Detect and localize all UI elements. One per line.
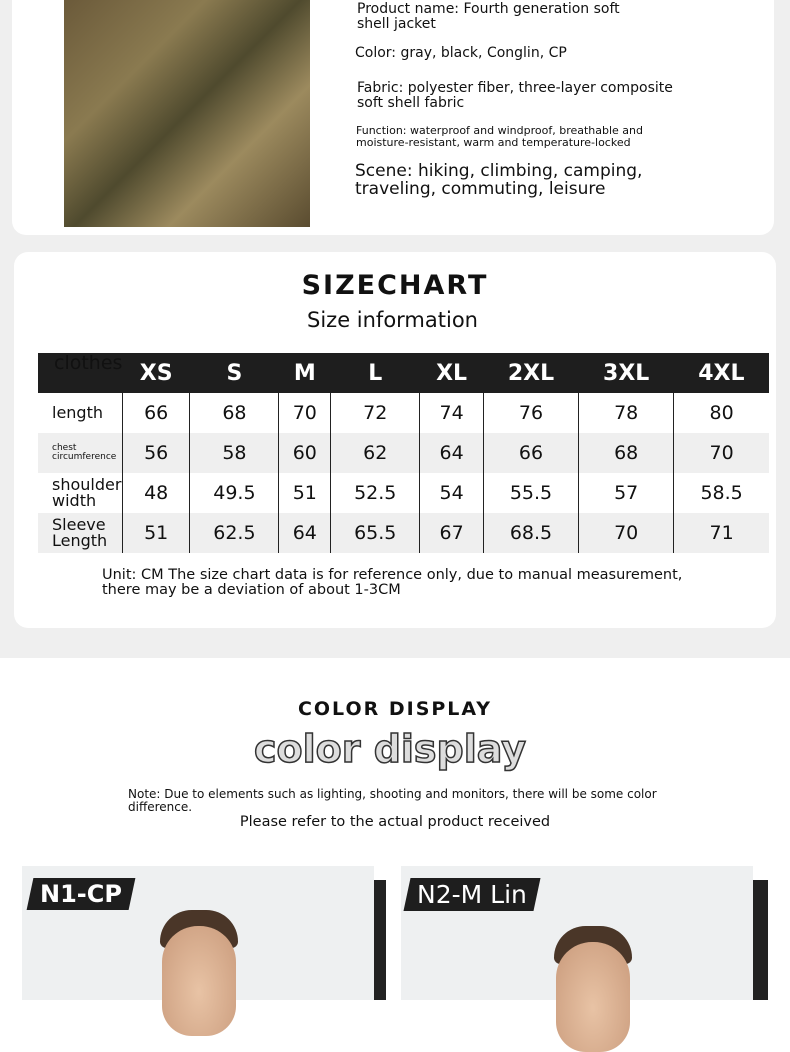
sizechart-subtitle: Size information	[307, 308, 478, 332]
table-cell: 62.5	[189, 513, 279, 553]
table-cell: 65.5	[330, 513, 420, 553]
table-cell: 78	[578, 393, 674, 433]
table-cell: 48	[121, 473, 190, 513]
table-cell: 54	[419, 473, 484, 513]
color-label-tag: N1-CP	[26, 878, 136, 910]
table-cell: 57	[578, 473, 674, 513]
table-cell: 70	[578, 513, 674, 553]
table-row: Sleeve Length 51 62.5 64 65.5 67 68.5 70 71	[38, 513, 769, 553]
model-photo	[556, 942, 630, 1052]
table-cell: 51	[278, 473, 331, 513]
header-cell: M	[278, 353, 331, 393]
table-cell: 68.5	[482, 513, 579, 553]
table-cell: 51	[121, 513, 190, 553]
table-cell: 80	[673, 393, 769, 433]
size-table: clothes XS S M L XL 2XL 3XL 4XL length 66…	[38, 353, 769, 553]
color-display-title: COLOR DISPLAY	[297, 698, 493, 720]
header-cell: 4XL	[673, 353, 769, 393]
color-display-subtitle: color display	[253, 727, 527, 771]
table-cell: 58	[189, 433, 279, 473]
table-row: shoulder width 48 49.5 51 52.5 54 55.5 57 58.5	[38, 473, 769, 513]
product-fabric: Fabric: polyester fiber, three-layer com…	[357, 80, 673, 111]
divider	[753, 880, 768, 1000]
product-name: Product name: Fourth generation soft she…	[357, 1, 620, 32]
row-label: shoulder width	[52, 475, 122, 510]
table-cell: 74	[419, 393, 484, 433]
table-cell: 70	[278, 393, 331, 433]
table-cell: 66	[482, 433, 579, 473]
color-label-tag: N2-M Lin	[403, 878, 541, 911]
table-cell: 58.5	[673, 473, 769, 513]
table-cell: 70	[673, 433, 769, 473]
sizechart-title: SIZECHART	[301, 270, 489, 301]
table-header-row: clothes XS S M L XL 2XL 3XL 4XL	[38, 353, 769, 393]
color-note: Note: Due to elements such as lighting, …	[128, 787, 657, 814]
color-refer: Please refer to the actual product recei…	[239, 814, 551, 830]
header-cell: XL	[419, 353, 484, 393]
table-cell: 64	[278, 513, 331, 553]
table-cell: 68	[578, 433, 674, 473]
product-info-card: Product name: Fourth generation soft she…	[12, 0, 774, 235]
model-photo	[162, 926, 236, 1036]
table-cell: 49.5	[189, 473, 279, 513]
product-scene: Scene: hiking, climbing, camping, travel…	[355, 161, 643, 199]
color-item-n1[interactable]: N1-CP	[22, 866, 374, 1036]
header-cell: 2XL	[483, 353, 579, 393]
header-cell: 3XL	[578, 353, 674, 393]
table-cell: 67	[419, 513, 484, 553]
row-label: Sleeve Length	[38, 513, 123, 553]
product-function: Function: waterproof and windproof, brea…	[356, 124, 644, 149]
color-item-n2[interactable]: N2-M Lin	[401, 866, 753, 1052]
table-cell: 56	[121, 433, 190, 473]
header-cell: clothes	[38, 353, 123, 393]
table-cell: 55.5	[482, 473, 579, 513]
table-row: chest circumference 56 58 60 62 64 66 68 70	[38, 433, 769, 473]
sizechart-note: Unit: CM The size chart data is for refe…	[102, 567, 683, 599]
header-cell: S	[189, 353, 279, 393]
row-label: length	[52, 403, 103, 422]
table-cell: 60	[278, 433, 331, 473]
table-cell: 66	[121, 393, 190, 433]
product-photo	[64, 0, 310, 227]
table-cell: 64	[419, 433, 484, 473]
table-cell: 52.5	[330, 473, 420, 513]
row-label: chest circumference	[38, 433, 123, 473]
table-cell: 76	[482, 393, 579, 433]
product-color: Color: gray, black, Conglin, CP	[355, 45, 567, 61]
table-cell: 72	[330, 393, 420, 433]
divider	[374, 880, 386, 1000]
header-cell: L	[330, 353, 420, 393]
table-cell: 62	[330, 433, 420, 473]
table-row: length 66 68 70 72 74 76 78 80	[38, 393, 769, 433]
table-cell: 68	[189, 393, 279, 433]
header-cell: XS	[122, 353, 190, 393]
table-cell: 71	[673, 513, 769, 553]
